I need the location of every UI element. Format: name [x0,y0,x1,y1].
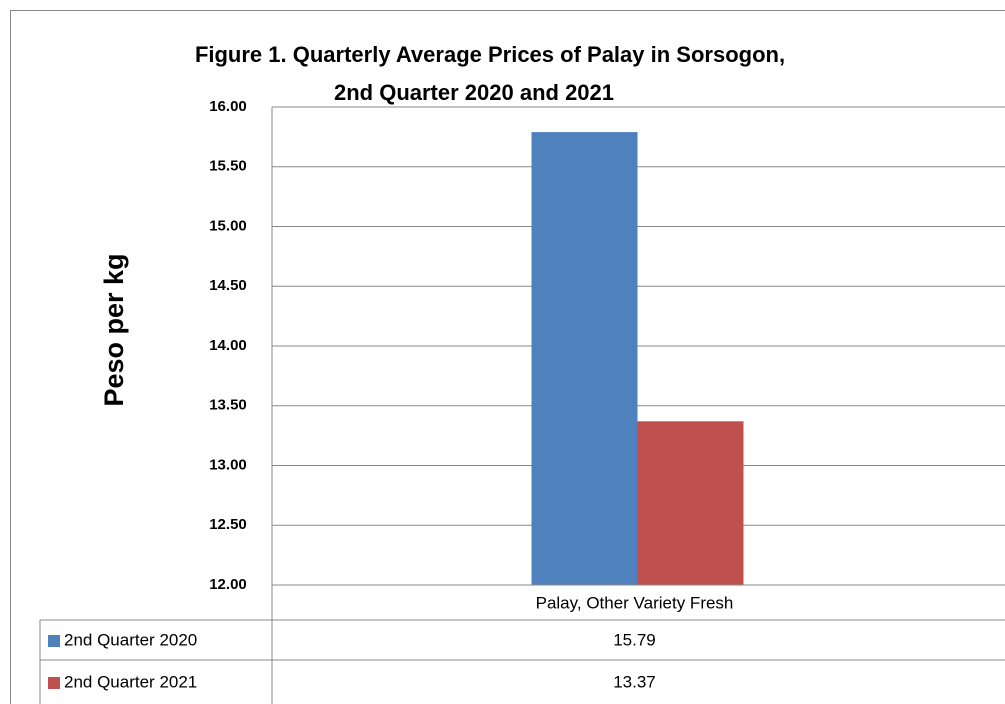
legend-swatch [48,677,60,689]
y-tick-label: 14.50 [209,277,247,294]
y-tick-label: 14.00 [209,337,247,354]
chart-title: 2nd Quarter 2020 and 2021 [334,80,614,105]
bar [637,421,744,585]
legend-label: 2nd Quarter 2020 [64,630,197,649]
legend-label: 2nd Quarter 2021 [64,672,197,691]
legend-swatch [48,635,60,647]
y-tick-label: 16.00 [209,98,247,115]
bar [531,132,638,585]
table-value: 15.79 [613,630,656,649]
chart-border [10,10,1005,704]
y-tick-label: 12.50 [209,516,247,533]
y-tick-label: 13.00 [209,456,247,473]
y-tick-label: 15.50 [209,158,247,175]
chart-title: Figure 1. Quarterly Average Prices of Pa… [195,42,785,67]
y-tick-label: 12.00 [209,576,247,593]
y-tick-label: 15.00 [209,217,247,234]
y-tick-label: 13.50 [209,397,247,414]
x-tick-label: Palay, Other Variety Fresh [536,593,734,612]
table-value: 13.37 [613,672,656,691]
y-axis-label: Peso per kg [99,253,129,406]
